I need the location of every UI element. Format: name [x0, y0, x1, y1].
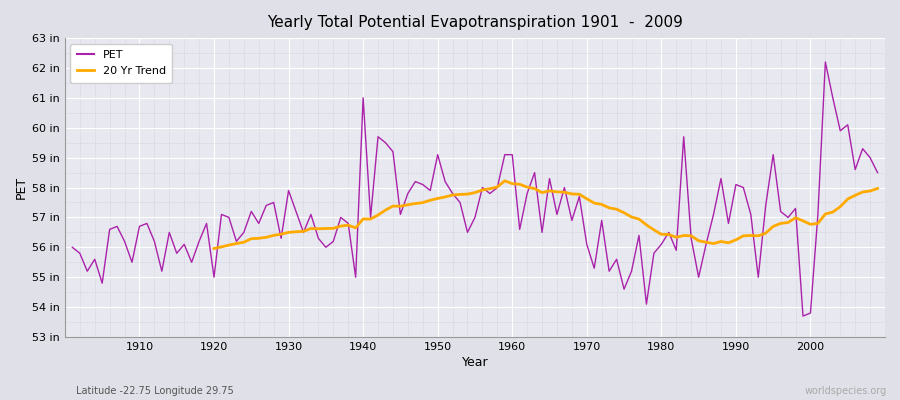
Legend: PET, 20 Yr Trend: PET, 20 Yr Trend	[70, 44, 173, 83]
X-axis label: Year: Year	[462, 356, 489, 369]
Title: Yearly Total Potential Evapotranspiration 1901  -  2009: Yearly Total Potential Evapotranspiratio…	[267, 15, 683, 30]
Y-axis label: PET: PET	[15, 176, 28, 199]
Text: worldspecies.org: worldspecies.org	[805, 386, 886, 396]
Text: Latitude -22.75 Longitude 29.75: Latitude -22.75 Longitude 29.75	[76, 386, 234, 396]
